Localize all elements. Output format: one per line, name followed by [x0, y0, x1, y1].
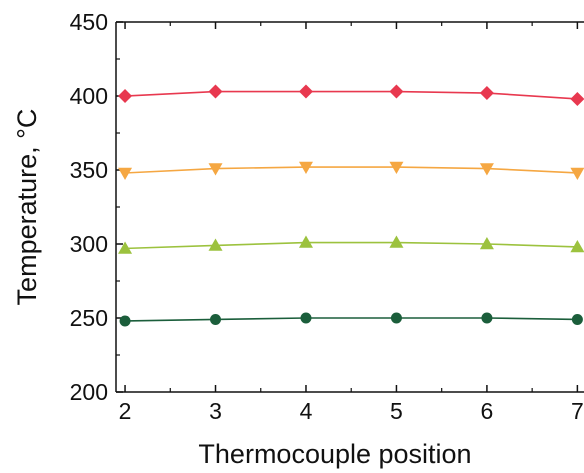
data-point: [298, 161, 313, 175]
y-axis-title: Temperature, °C: [12, 109, 42, 306]
data-point: [481, 312, 493, 324]
data-point: [570, 167, 584, 180]
data-point: [570, 91, 584, 106]
data-point: [390, 312, 402, 324]
data-point: [118, 167, 133, 180]
data-point: [389, 161, 404, 175]
data-point: [208, 84, 223, 99]
series-4: [119, 312, 583, 327]
x-tick-label: 6: [481, 398, 494, 424]
data-point: [118, 89, 133, 103]
data-point: [479, 163, 494, 176]
series-3: [118, 235, 584, 254]
data-point: [389, 235, 404, 248]
data-point: [479, 86, 494, 101]
y-tick-label: 400: [70, 83, 108, 109]
series-line: [125, 241, 578, 250]
x-tick-label: 5: [390, 398, 403, 424]
series-line: [125, 166, 578, 174]
data-point: [210, 313, 222, 325]
data-point: [300, 312, 312, 324]
x-tick-label: 7: [571, 398, 584, 424]
data-point: [119, 315, 131, 327]
x-axis: 2 3 4 5 6 7: [119, 22, 584, 424]
series-2: [118, 161, 584, 180]
x-tick-label: 3: [209, 398, 222, 424]
data-point: [298, 84, 313, 99]
plot-area: [115, 21, 584, 393]
series-line: [125, 317, 578, 322]
y-tick-label: 250: [70, 305, 108, 331]
y-axis: 200 250 300 350 400 450: [70, 9, 123, 405]
data-point: [118, 241, 133, 254]
data-point: [208, 238, 223, 251]
data-point: [389, 84, 404, 99]
data-point: [570, 239, 584, 253]
y-tick-label: 350: [70, 157, 108, 183]
series-1: [118, 84, 584, 106]
series-line: [125, 90, 578, 100]
data-point: [208, 163, 223, 176]
y-tick-label: 300: [70, 231, 108, 257]
data-point: [479, 237, 494, 250]
y-tick-label: 200: [70, 379, 108, 405]
data-point: [298, 235, 313, 248]
x-tick-label: 2: [119, 398, 132, 424]
series-layer: [118, 84, 584, 327]
y-tick-label: 450: [70, 9, 108, 35]
data-point: [571, 313, 583, 325]
x-tick-label: 4: [300, 398, 313, 424]
x-axis-title: Thermocouple position: [198, 439, 471, 469]
